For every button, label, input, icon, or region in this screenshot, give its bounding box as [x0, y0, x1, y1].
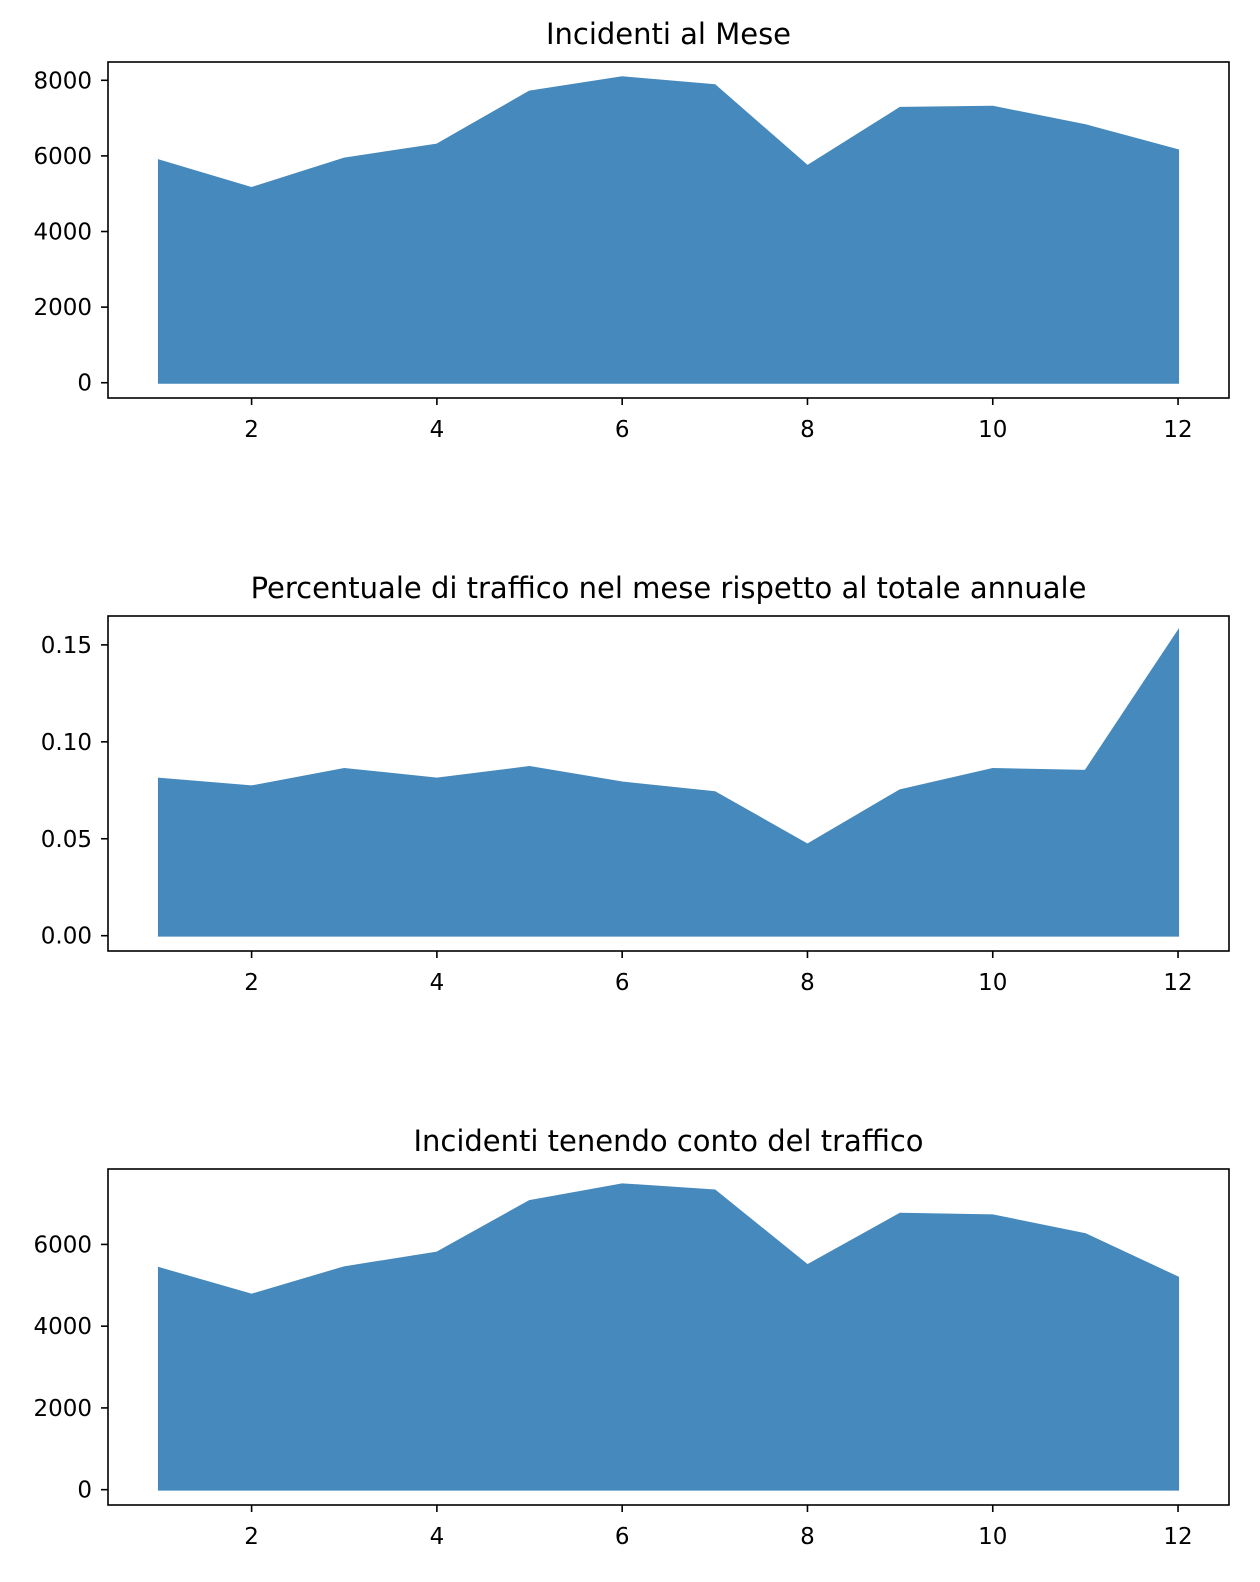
- area-series: [157, 1183, 1180, 1491]
- x-tick-label: 4: [430, 417, 445, 443]
- chart-title: Incidenti al Mese: [546, 17, 791, 51]
- x-tick-label: 6: [615, 1524, 630, 1550]
- x-tick-label: 12: [1163, 417, 1192, 443]
- x-tick-label: 4: [430, 1524, 445, 1550]
- x-tick-label: 6: [615, 970, 630, 996]
- x-tick-label: 2: [244, 970, 259, 996]
- x-tick-label: 2: [244, 1524, 259, 1550]
- x-tick-label: 10: [978, 970, 1007, 996]
- x-tick-label: 12: [1163, 970, 1192, 996]
- y-tick-label: 6000: [33, 1232, 92, 1258]
- x-tick-label: 8: [800, 417, 815, 443]
- y-tick-label: 2000: [33, 1396, 92, 1422]
- x-tick-label: 6: [615, 417, 630, 443]
- y-tick-label: 0: [77, 371, 92, 397]
- chart-panel-1: Incidenti al Mese 2 4 6 8 10 12 0 2000 4000 6000 80…: [33, 17, 1230, 443]
- x-tick-label: 8: [800, 1524, 815, 1550]
- axes-frame: [107, 615, 1230, 952]
- area-series: [157, 628, 1180, 937]
- chart-title: Incidenti tenendo conto del traffico: [413, 1124, 923, 1158]
- x-tick-label: 10: [978, 1524, 1007, 1550]
- x-tick-label: 12: [1163, 1524, 1192, 1550]
- y-tick-label: 8000: [33, 68, 92, 94]
- x-tick-label: 4: [430, 970, 445, 996]
- y-tick-label: 0: [77, 1478, 92, 1504]
- y-tick-label: 2000: [33, 295, 92, 321]
- y-tick-label: 4000: [33, 220, 92, 246]
- chart-panel-3: Incidenti tenendo conto del traffico 2 4 6 8…: [33, 1124, 1230, 1550]
- y-tick-label: 6000: [33, 144, 92, 170]
- y-tick-label: 4000: [33, 1314, 92, 1340]
- y-tick-label: 0.10: [41, 730, 92, 756]
- y-tick-label: 0.05: [41, 827, 92, 853]
- x-tick-label: 2: [244, 417, 259, 443]
- axes-frame: [107, 61, 1230, 399]
- y-tick-label: 0.15: [41, 633, 92, 659]
- area-series: [157, 76, 1180, 384]
- axes-frame: [107, 1168, 1230, 1506]
- y-tick-label: 0.00: [41, 924, 92, 950]
- chart-panel-2: Percentuale di traffico nel mese rispett…: [41, 571, 1230, 996]
- chart-title: Percentuale di traffico nel mese rispett…: [251, 571, 1087, 605]
- x-tick-label: 10: [978, 417, 1007, 443]
- x-tick-label: 8: [800, 970, 815, 996]
